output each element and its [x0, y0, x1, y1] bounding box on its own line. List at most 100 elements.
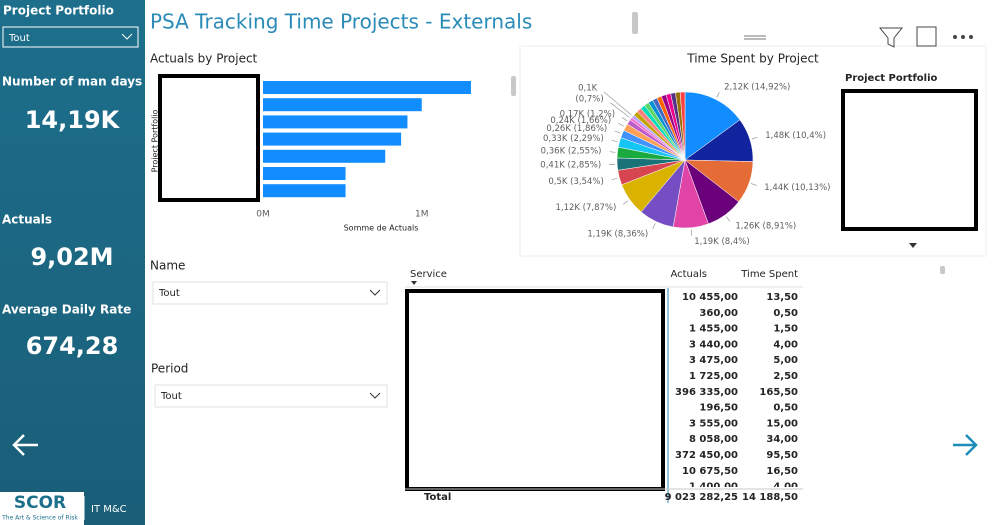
- slicer-label: Name: [150, 259, 185, 273]
- data-label: 0,24K (1,66%): [550, 116, 611, 126]
- filter-icon[interactable]: [878, 27, 904, 48]
- filter-value: Tout: [8, 33, 30, 44]
- bar: [263, 149, 386, 163]
- y-axis-title: Project Portfolio: [151, 109, 160, 172]
- data-label: 1,19K (8,36%): [587, 230, 648, 240]
- cell: 13,50: [766, 292, 798, 303]
- slicer-label: Period: [151, 362, 188, 376]
- kpi-label: Actuals: [2, 213, 52, 227]
- unit-label: IT M&C: [91, 504, 127, 515]
- cell: 10 675,50: [682, 466, 738, 477]
- cell: 1,50: [773, 324, 798, 335]
- cell: 372 450,00: [675, 450, 738, 461]
- data-label: 0,26K (1,86%): [546, 124, 607, 134]
- data-label: 1,48K (10,4%): [765, 131, 826, 141]
- chevron: [369, 289, 381, 296]
- cell: 10 455,00: [682, 292, 738, 303]
- cell: 1 400,00: [689, 482, 738, 493]
- column-header: Actuals: [670, 269, 707, 280]
- data-label: 0,33K (2,29%): [543, 134, 604, 144]
- legend-title: Project Portfolio: [845, 73, 938, 84]
- kpi-label: Average Daily Rate: [2, 303, 131, 317]
- cell: 3 555,00: [689, 418, 738, 429]
- filter-dropdown[interactable]: [2, 26, 139, 48]
- scrollbar: [632, 12, 638, 34]
- column-header: Time Spent: [740, 269, 798, 280]
- cell: 360,00: [699, 308, 738, 319]
- cell: 196,50: [699, 403, 738, 414]
- cell: 165,50: [759, 387, 798, 398]
- cell: 2,50: [773, 371, 798, 382]
- next-arrow[interactable]: [953, 434, 978, 456]
- data-label: 1,19K (8,4%): [694, 237, 749, 247]
- leader-line: [609, 151, 616, 153]
- cell: 15,00: [766, 418, 798, 429]
- chevron: [121, 33, 133, 40]
- page-title: PSA Tracking Time Projects - Externals: [150, 10, 532, 34]
- leader-line: [690, 229, 693, 236]
- leader-line: [611, 139, 618, 143]
- redacted: [405, 289, 665, 491]
- data-label: 1,12K (7,87%): [555, 203, 616, 213]
- total-value: 14 188,50: [742, 492, 798, 503]
- cell: 5,00: [773, 355, 798, 366]
- bar: [263, 98, 422, 112]
- sort-indicator: [411, 281, 417, 285]
- leader-line: [726, 216, 731, 222]
- legend-more[interactable]: [909, 243, 917, 248]
- chevron: [369, 392, 381, 399]
- cell: 4,00: [773, 482, 798, 493]
- cell: 0,50: [773, 308, 798, 319]
- data-label: 1,44K (10,13%): [764, 183, 830, 193]
- filter-title: Project Portfolio: [3, 4, 114, 18]
- logo-box: [0, 492, 84, 525]
- back-arrow[interactable]: [12, 434, 38, 456]
- total-label: Total: [424, 492, 451, 503]
- x-tick-label: 1M: [415, 210, 429, 220]
- cell: 1 455,00: [689, 324, 738, 335]
- cell: 396 335,00: [675, 387, 738, 398]
- cell: 16,50: [766, 466, 798, 477]
- cell: 95,50: [766, 450, 798, 461]
- cell: 8 058,00: [689, 434, 738, 445]
- data-label: 1,26K (8,91%): [735, 222, 796, 232]
- kpi-label: Number of man days: [2, 75, 142, 89]
- leader-line: [614, 130, 621, 134]
- slicer-value: Tout: [158, 288, 180, 299]
- scrollbar: [511, 76, 516, 96]
- data-label: 2,12K (14,92%): [724, 82, 790, 92]
- data-label: 0,36K (2,55%): [541, 147, 602, 157]
- slicer-dropdown[interactable]: [152, 281, 388, 305]
- slicer-dropdown[interactable]: [154, 384, 388, 408]
- sidebar: [0, 0, 145, 525]
- cell: 34,00: [766, 434, 798, 445]
- logo-tagline: The Art & Science of Risk: [1, 515, 78, 522]
- column-header: Service: [410, 269, 447, 280]
- kpi-value: 674,28: [26, 332, 119, 360]
- data-label: 0,5K (3,54%): [548, 177, 603, 187]
- total-value: 9 023 282,25: [665, 492, 738, 503]
- cell: 0,50: [773, 403, 798, 414]
- x-axis-title: Somme de Actuals: [344, 224, 419, 233]
- redacted: [158, 74, 260, 202]
- leader-line: [621, 117, 628, 122]
- leader-line: [611, 177, 618, 181]
- pie-slice: [679, 91, 686, 161]
- bar: [263, 132, 402, 146]
- pie-slice: [684, 91, 741, 161]
- cell: 1 725,00: [689, 371, 738, 382]
- data-label: 0,1K: [578, 83, 598, 93]
- focus-icon[interactable]: [916, 26, 937, 47]
- cell: 4,00: [773, 339, 798, 350]
- bar: [263, 167, 346, 180]
- data-label: 0,17K (1,2%): [560, 110, 615, 120]
- data-label: (0,7%): [575, 95, 603, 105]
- chart-title: Actuals by Project: [150, 52, 258, 66]
- kpi-value: 14,19K: [25, 106, 121, 134]
- leader-line: [751, 136, 758, 140]
- bar: [263, 115, 408, 129]
- more-icon[interactable]: [953, 35, 973, 39]
- x-tick-label: 0M: [256, 210, 270, 220]
- leader-line: [750, 183, 757, 186]
